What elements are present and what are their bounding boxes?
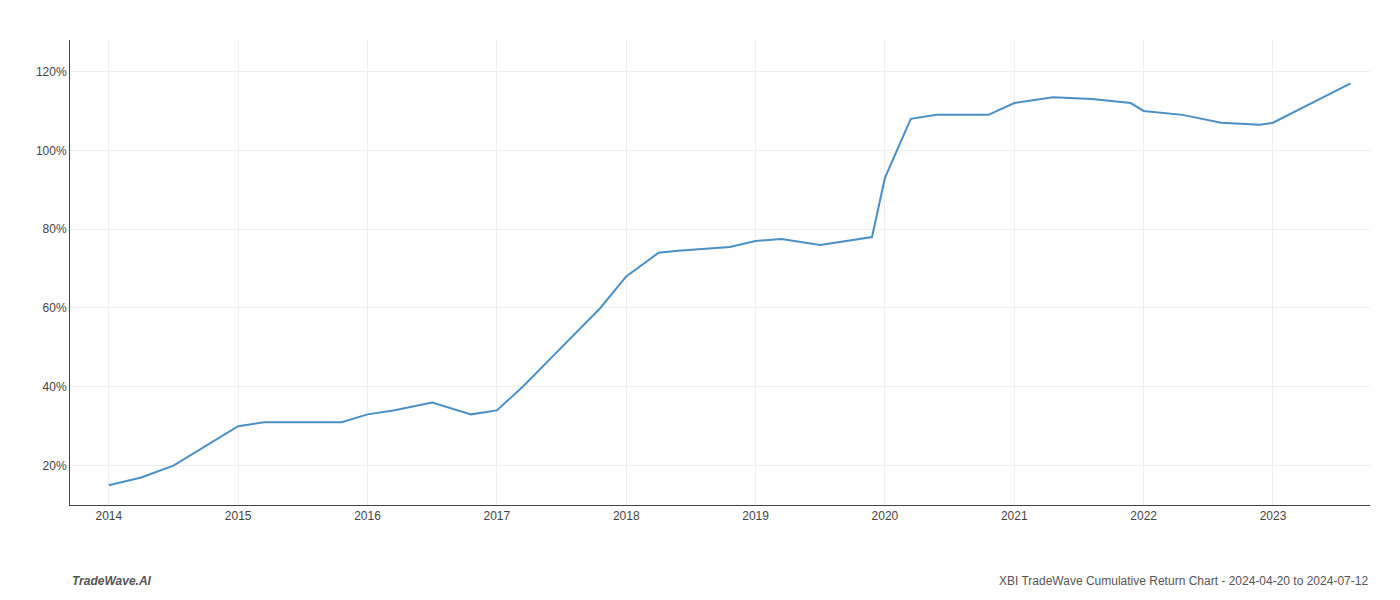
svg-text:60%: 60%	[43, 301, 67, 315]
svg-text:2014: 2014	[95, 509, 122, 523]
svg-text:TradeWave.AI: TradeWave.AI	[72, 574, 152, 588]
svg-text:2018: 2018	[613, 509, 640, 523]
svg-text:XBI TradeWave Cumulative Retur: XBI TradeWave Cumulative Return Chart - …	[999, 574, 1368, 588]
svg-text:20%: 20%	[43, 459, 67, 473]
svg-text:2021: 2021	[1001, 509, 1028, 523]
svg-text:2017: 2017	[484, 509, 511, 523]
svg-text:2015: 2015	[225, 509, 252, 523]
svg-text:2023: 2023	[1260, 509, 1287, 523]
svg-text:80%: 80%	[43, 222, 67, 236]
svg-text:2022: 2022	[1130, 509, 1157, 523]
svg-text:120%: 120%	[36, 65, 67, 79]
svg-text:2019: 2019	[742, 509, 769, 523]
svg-text:2020: 2020	[872, 509, 899, 523]
svg-text:2016: 2016	[354, 509, 381, 523]
svg-text:40%: 40%	[43, 380, 67, 394]
svg-text:100%: 100%	[36, 144, 67, 158]
